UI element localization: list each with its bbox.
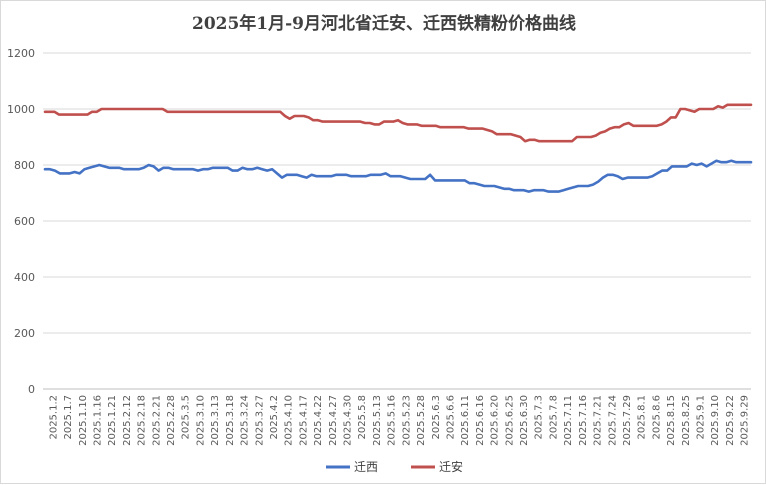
x-tick-label: 2025.4.27 (328, 395, 339, 446)
x-tick-label: 2025.1.16 (92, 395, 103, 446)
x-tick-label: 2025.1.7 (63, 395, 74, 440)
x-tick-label: 2025.4.30 (343, 395, 354, 446)
x-tick-label: 2025.6.3 (431, 395, 442, 440)
x-tick-label: 2025.3.27 (254, 395, 265, 446)
x-tick-label: 2025.9.29 (740, 395, 751, 446)
x-tick-label: 2025.5.23 (401, 395, 412, 446)
x-tick-label: 2025.5.8 (357, 395, 368, 440)
y-tick-label: 200 (14, 327, 35, 340)
y-tick-label: 0 (28, 383, 35, 396)
x-tick-label: 2025.8.15 (666, 395, 677, 446)
y-tick-label: 600 (14, 215, 35, 228)
x-tick-label: 2025.7.16 (578, 395, 589, 446)
legend-label-2: 迁安 (439, 459, 463, 474)
x-tick-label: 2025.2.12 (122, 395, 133, 446)
x-tick-label: 2025.7.8 (548, 395, 559, 440)
x-tick-label: 2025.7.11 (563, 395, 574, 446)
x-tick-label: 2025.4.10 (284, 395, 295, 446)
y-tick-label: 1000 (7, 103, 35, 116)
x-tick-label: 2025.7.21 (593, 395, 604, 446)
x-tick-label: 2025.4.2 (269, 395, 280, 440)
x-tick-label: 2025.9.10 (710, 395, 721, 446)
series-line-2 (43, 103, 753, 143)
x-tick-label: 2025.1.10 (78, 395, 89, 446)
series-line-1 (43, 159, 753, 193)
x-tick-label: 2025.9.22 (725, 395, 736, 446)
x-tick-label: 2025.3.24 (240, 395, 251, 446)
x-tick-label: 2025.7.24 (607, 395, 618, 446)
x-tick-label: 2025.8.1 (637, 395, 648, 440)
x-tick-label: 2025.9.1 (696, 395, 707, 440)
y-tick-label: 800 (14, 159, 35, 172)
x-tick-label: 2025.7.3 (534, 395, 545, 440)
x-tick-label: 2025.3.13 (210, 395, 221, 446)
x-tick-label: 2025.6.11 (460, 395, 471, 446)
x-tick-label: 2025.6.20 (490, 395, 501, 446)
x-tick-label: 2025.5.13 (372, 395, 383, 446)
x-tick-label: 2025.8.6 (651, 395, 662, 440)
x-tick-label: 2025.4.22 (313, 395, 324, 446)
x-tick-label: 2025.3.18 (225, 395, 236, 446)
y-tick-label: 1200 (7, 47, 35, 60)
x-tick-label: 2025.5.16 (387, 395, 398, 446)
x-tick-label: 2025.2.21 (151, 395, 162, 446)
x-tick-label: 2025.6.30 (519, 395, 530, 446)
x-tick-label: 2025.5.28 (416, 395, 427, 446)
x-tick-label: 2025.2.18 (137, 395, 148, 446)
x-tick-label: 2025.1.21 (107, 395, 118, 446)
x-tick-label: 2025.1.2 (48, 395, 59, 440)
x-tick-label: 2025.6.25 (504, 395, 515, 446)
x-tick-label: 2025.2.28 (166, 395, 177, 446)
x-tick-label: 2025.6.6 (445, 395, 456, 440)
x-tick-label: 2025.3.10 (195, 395, 206, 446)
y-tick-label: 400 (14, 271, 35, 284)
x-tick-label: 2025.6.16 (475, 395, 486, 446)
x-tick-label: 2025.8.25 (681, 395, 692, 446)
x-tick-label: 2025.7.29 (622, 395, 633, 446)
legend-label-1: 迁西 (354, 460, 378, 474)
x-tick-label: 2025.3.5 (181, 395, 192, 440)
x-tick-label: 2025.4.17 (298, 395, 309, 446)
chart-title: 2025年1月-9月河北省迁安、迁西铁精粉价格曲线 (191, 14, 577, 34)
